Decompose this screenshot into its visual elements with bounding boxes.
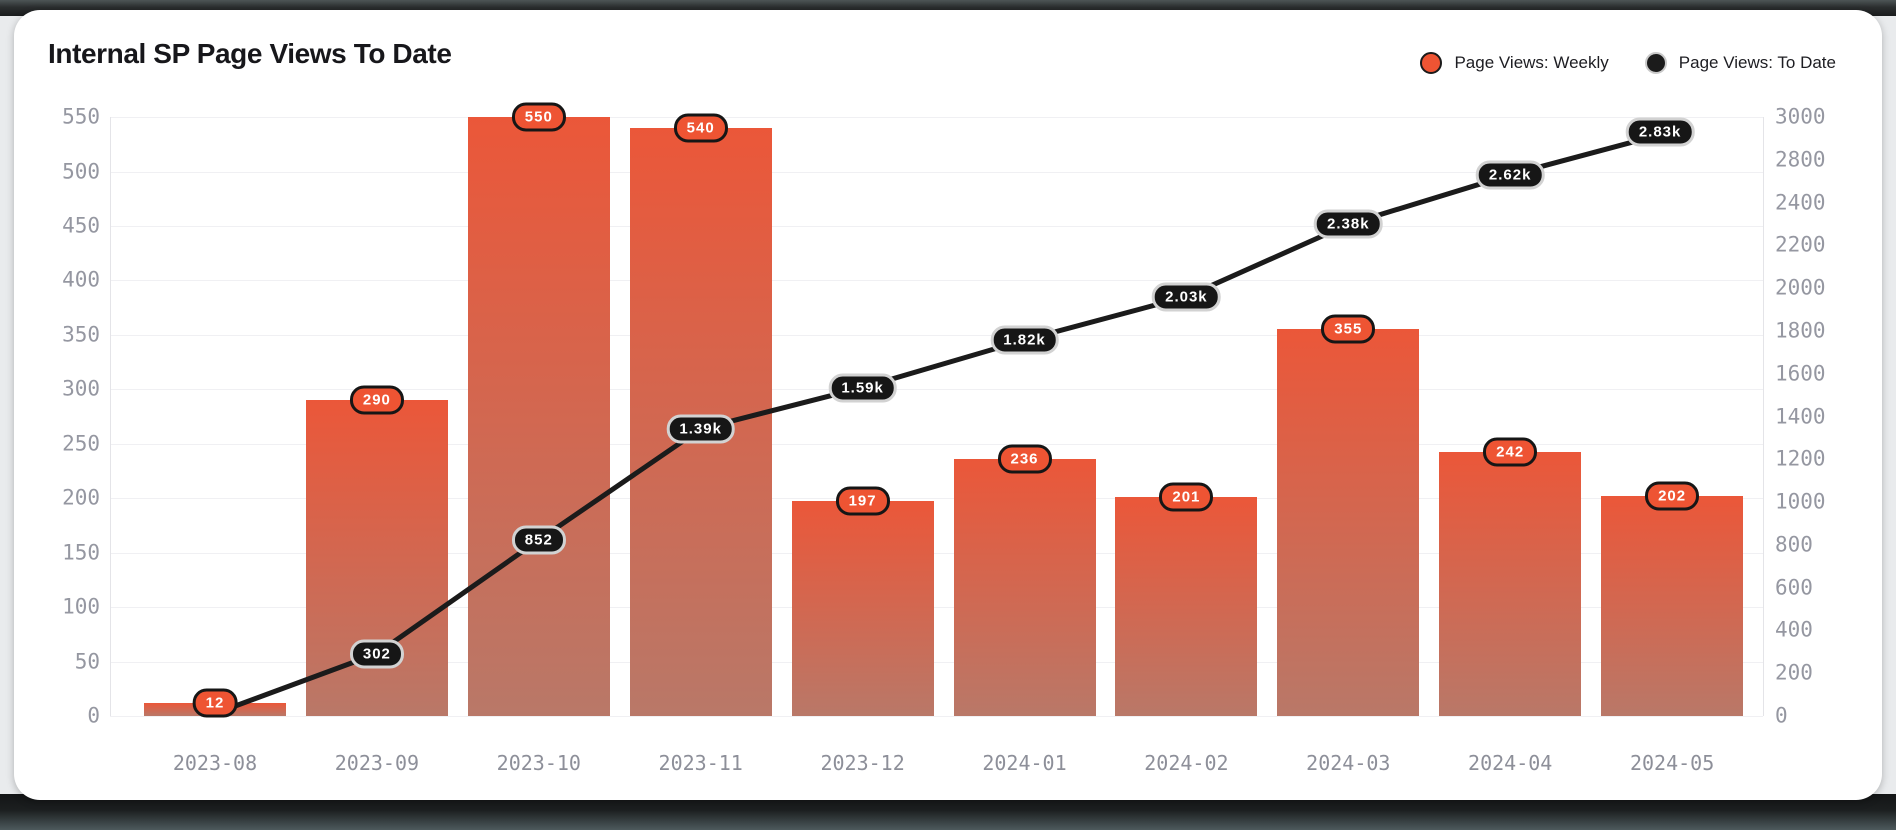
bar-2024-05[interactable] bbox=[1601, 496, 1744, 716]
window-bottom-edge bbox=[0, 794, 1896, 830]
x-axis-label: 2023-12 bbox=[820, 751, 905, 775]
bar-value-badge[interactable]: 550 bbox=[511, 102, 566, 132]
line-value-badge[interactable]: 2.83k bbox=[1625, 117, 1695, 146]
line-value-badge[interactable]: 1.39k bbox=[666, 414, 735, 444]
line-value-badge[interactable]: 2.62k bbox=[1475, 160, 1545, 190]
y-axis-left-tick: 50 bbox=[74, 649, 100, 673]
line-value-badge[interactable]: 1.59k bbox=[828, 373, 897, 403]
y-axis-right-line bbox=[1763, 117, 1764, 716]
y-axis-right-tick: 2200 bbox=[1775, 232, 1826, 257]
y-axis-right-tick: 0 bbox=[1775, 703, 1788, 728]
y-axis-left-tick: 150 bbox=[62, 540, 100, 565]
line-value-badge[interactable]: 852 bbox=[511, 525, 566, 555]
chart-title: Internal SP Page Views To Date bbox=[48, 38, 452, 69]
y-axis-left-tick: 0 bbox=[87, 703, 100, 728]
line-value-badge[interactable]: 1.82k bbox=[990, 325, 1059, 355]
y-axis-right-tick: 1600 bbox=[1775, 361, 1826, 386]
line-value-badge[interactable]: 2.38k bbox=[1314, 209, 1383, 239]
y-axis-left-tick: 350 bbox=[62, 322, 100, 347]
x-axis-label: 2024-05 bbox=[1629, 751, 1715, 775]
legend-item-todate[interactable]: Page Views: To Date bbox=[1644, 52, 1836, 74]
legend: Page Views: Weekly Page Views: To Date bbox=[1420, 52, 1836, 74]
x-axis-label: 2024-01 bbox=[982, 751, 1067, 775]
bar-value-badge[interactable]: 201 bbox=[1159, 482, 1214, 512]
x-axis-label: 2023-11 bbox=[658, 751, 743, 775]
y-axis-left-tick: 550 bbox=[62, 104, 100, 129]
bar-2024-03[interactable] bbox=[1277, 329, 1420, 716]
legend-item-weekly[interactable]: Page Views: Weekly bbox=[1420, 52, 1609, 74]
legend-label-weekly: Page Views: Weekly bbox=[1454, 53, 1609, 72]
bar-value-badge[interactable]: 202 bbox=[1645, 481, 1700, 511]
line-value-badge[interactable]: 2.03k bbox=[1152, 282, 1221, 312]
legend-dot-todate-icon bbox=[1644, 52, 1667, 74]
bar-value-badge[interactable]: 355 bbox=[1321, 314, 1376, 344]
bar-2023-12[interactable] bbox=[791, 501, 934, 716]
y-axis-right-tick: 1800 bbox=[1775, 318, 1826, 343]
bar-value-badge[interactable]: 290 bbox=[349, 385, 404, 415]
y-axis-left-tick: 400 bbox=[62, 267, 100, 292]
y-axis-right-tick: 1400 bbox=[1775, 404, 1826, 428]
bar-2024-02[interactable] bbox=[1115, 497, 1258, 716]
x-axis-label: 2023-09 bbox=[334, 751, 420, 775]
grid-line bbox=[110, 280, 1763, 282]
y-axis-right-tick: 600 bbox=[1775, 575, 1813, 600]
grid-line bbox=[110, 225, 1763, 227]
grid-line bbox=[110, 334, 1763, 336]
y-axis-right-tick: 400 bbox=[1775, 617, 1813, 642]
bar-value-badge[interactable]: 236 bbox=[997, 444, 1052, 474]
bar-value-badge[interactable]: 242 bbox=[1483, 437, 1538, 467]
bar-value-badge[interactable]: 12 bbox=[192, 688, 238, 718]
x-axis-label: 2024-02 bbox=[1144, 751, 1229, 775]
y-axis-right-tick: 2400 bbox=[1775, 190, 1826, 215]
y-axis-right-tick: 3000 bbox=[1775, 104, 1826, 129]
bar-2024-04[interactable] bbox=[1439, 452, 1582, 716]
x-axis-label: 2024-04 bbox=[1468, 751, 1553, 775]
x-axis-label: 2023-10 bbox=[496, 751, 581, 775]
x-axis-label: 2024-03 bbox=[1306, 751, 1391, 775]
y-axis-right-tick: 2800 bbox=[1775, 147, 1826, 172]
line-value-badge[interactable]: 302 bbox=[349, 639, 404, 669]
y-axis-right-tick: 1000 bbox=[1775, 489, 1826, 514]
y-axis-right-tick: 200 bbox=[1775, 660, 1813, 685]
y-axis-left-tick: 100 bbox=[62, 594, 100, 619]
y-axis-left-tick: 300 bbox=[62, 376, 100, 401]
grid-line bbox=[110, 117, 1763, 118]
bar-value-badge[interactable]: 197 bbox=[835, 486, 890, 516]
y-axis-right-tick: 2000 bbox=[1775, 275, 1826, 300]
chart-card: Internal SP Page Views To Date Page View… bbox=[14, 10, 1882, 800]
y-axis-right-tick: 800 bbox=[1775, 532, 1813, 557]
y-axis-left-tick: 500 bbox=[62, 159, 100, 183]
grid-line bbox=[110, 716, 1763, 717]
bar-2023-10[interactable] bbox=[467, 117, 610, 716]
bar-2024-01[interactable] bbox=[953, 459, 1096, 716]
bar-value-badge[interactable]: 540 bbox=[673, 113, 728, 143]
legend-dot-weekly-icon bbox=[1420, 52, 1443, 74]
x-axis-label: 2023-08 bbox=[172, 751, 258, 775]
y-axis-left-tick: 250 bbox=[62, 431, 100, 456]
legend-label-todate: Page Views: To Date bbox=[1678, 53, 1836, 72]
bar-2023-09[interactable] bbox=[305, 400, 448, 716]
y-axis-left-line bbox=[110, 117, 111, 716]
y-axis-right-tick: 1200 bbox=[1775, 446, 1826, 471]
y-axis-left-tick: 450 bbox=[62, 213, 100, 238]
y-axis-left-tick: 200 bbox=[62, 485, 100, 510]
